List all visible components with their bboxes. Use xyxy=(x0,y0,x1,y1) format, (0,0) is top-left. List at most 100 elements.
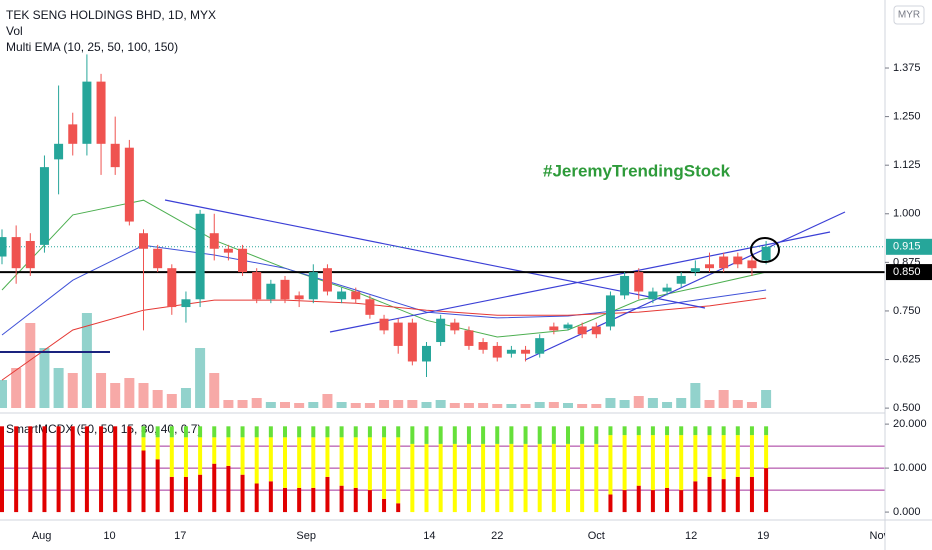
indicator-bar xyxy=(212,437,217,464)
indicator-bar xyxy=(481,426,486,444)
highlight-circle xyxy=(750,237,780,263)
support-tag xyxy=(886,264,932,281)
volume-bar xyxy=(209,373,220,408)
trend-line xyxy=(164,199,706,309)
indicator-bar xyxy=(311,487,316,513)
indicator-bar xyxy=(283,437,287,488)
indicator-bar xyxy=(198,437,203,475)
candle-body xyxy=(620,275,630,296)
volume-bar xyxy=(96,373,107,408)
plot-area: SmartMCDX (50, 50, 15, 30, 40, 0.7) xyxy=(0,54,885,513)
indicator-bar xyxy=(650,426,655,436)
volume-bar xyxy=(704,400,715,408)
volume-bar xyxy=(732,400,743,408)
indicator-bar xyxy=(636,435,641,486)
indicator-bar xyxy=(665,487,670,513)
x-tick-label: 19 xyxy=(757,530,769,542)
volume-bar xyxy=(463,403,474,408)
y-tick-label: 0.625 xyxy=(893,353,921,365)
indicator-bar xyxy=(665,426,670,436)
indicator-bar xyxy=(339,437,344,486)
indicator-bar xyxy=(481,443,486,513)
x-tick-label: Nov xyxy=(870,530,890,542)
volume-bar xyxy=(364,403,375,408)
volume-bar xyxy=(336,402,347,408)
candle-body xyxy=(690,268,700,273)
indicator-bar xyxy=(523,426,528,444)
volume-bar xyxy=(195,348,206,408)
candle-body xyxy=(96,81,106,144)
indicator-bar xyxy=(297,437,302,488)
volume-label: Vol xyxy=(6,24,23,38)
chart-title: TEK SENG HOLDINGS BHD, 1D, MYX xyxy=(6,8,216,22)
indicator-bar xyxy=(183,437,188,477)
y2-tick-label: 0.000 xyxy=(893,506,921,518)
candle-body xyxy=(266,283,276,300)
indicator-bar xyxy=(495,426,500,444)
candle-body xyxy=(110,143,120,168)
volume-bar xyxy=(251,398,262,408)
x-tick-label: 12 xyxy=(685,530,697,542)
candle-body xyxy=(521,349,531,354)
candle-body xyxy=(124,147,134,222)
y-tick-label: 0.750 xyxy=(893,305,921,317)
candle-body xyxy=(153,248,163,269)
volume-bar xyxy=(223,400,234,408)
indicator-bar xyxy=(735,476,740,513)
indicator-bar xyxy=(636,426,641,436)
volume-bar xyxy=(152,390,163,408)
indicator-bar xyxy=(452,443,457,513)
indicator-bar xyxy=(28,426,33,513)
x-tick-label: 10 xyxy=(103,530,115,542)
volume-bar xyxy=(619,400,630,408)
indicator-bar xyxy=(679,426,684,436)
indicator-bar xyxy=(622,435,627,491)
volume-bar xyxy=(676,398,687,408)
indicator-bar xyxy=(240,474,245,513)
indicator-bar xyxy=(382,437,387,499)
indicator-bar xyxy=(636,485,641,513)
trend-line xyxy=(524,211,846,361)
candle-body xyxy=(549,326,559,331)
candle-body xyxy=(68,124,78,144)
indicator-bar xyxy=(608,426,613,436)
indicator-bar xyxy=(353,487,358,513)
volume-bar xyxy=(761,390,772,408)
indicator-bar xyxy=(268,437,273,482)
currency-button[interactable] xyxy=(893,5,925,25)
ema-label: Multi EMA (10, 25, 50, 100, 150) xyxy=(6,40,178,54)
candle-body xyxy=(492,345,502,358)
indicator-bar xyxy=(141,450,146,513)
ema-line xyxy=(1,297,767,381)
candle-body xyxy=(181,299,191,308)
indicator-bar xyxy=(707,426,712,436)
indicator-bar xyxy=(198,426,203,438)
indicator-bar xyxy=(325,426,330,438)
support-label: 0.850 xyxy=(893,266,921,278)
volume-bar xyxy=(605,398,616,408)
indicator-bar xyxy=(693,435,698,482)
indicator-bar xyxy=(551,426,556,444)
ema-line xyxy=(1,244,767,336)
indicator-bar xyxy=(70,426,75,513)
candle-body xyxy=(195,213,205,300)
indicator-bar xyxy=(396,503,401,513)
indicator-bar xyxy=(764,468,769,513)
candle-body xyxy=(605,295,615,327)
candle-body xyxy=(351,291,361,300)
indicator-bar xyxy=(452,426,457,444)
candle-body xyxy=(464,330,474,346)
indicator-bar xyxy=(509,443,514,513)
x-tick-label: 17 xyxy=(174,530,186,542)
indicator-bar xyxy=(424,443,429,513)
volume-bar xyxy=(322,394,333,408)
x-tick-label: 22 xyxy=(491,530,503,542)
candle-body xyxy=(634,272,644,292)
x-tick-label: Sep xyxy=(296,530,316,542)
candle-body xyxy=(39,167,49,245)
indicator-bar xyxy=(325,476,330,513)
y-tick-label: 0.500 xyxy=(893,402,921,414)
indicator-bar xyxy=(438,426,443,444)
indicator-bar xyxy=(226,437,231,466)
